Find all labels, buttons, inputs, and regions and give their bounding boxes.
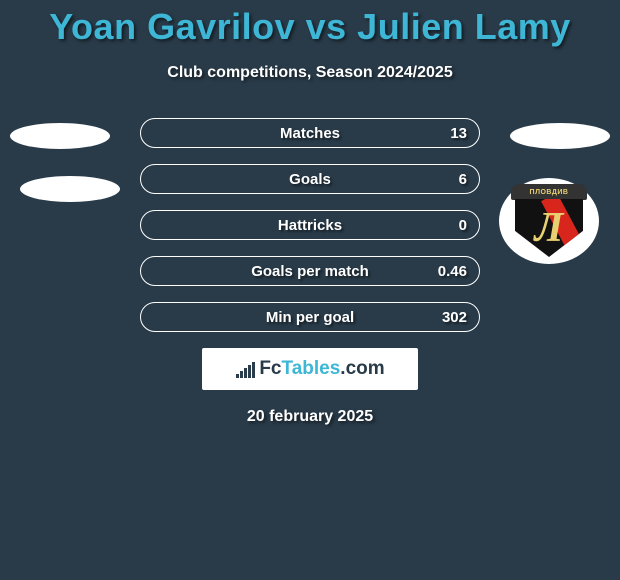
- stat-row: Min per goal 302: [140, 302, 480, 332]
- comparison-date: 20 february 2025: [0, 408, 620, 426]
- comparison-title: Yoan Gavrilov vs Julien Lamy: [0, 0, 620, 48]
- crest-banner-text: ПЛОВДИВ: [511, 184, 587, 200]
- player-left-oval-1: [10, 123, 110, 149]
- crest-shield: Л: [515, 199, 583, 257]
- stat-value-right: 6: [459, 165, 467, 193]
- stat-label: Goals per match: [141, 257, 479, 285]
- stat-label: Matches: [141, 119, 479, 147]
- brand-domain: .com: [340, 358, 384, 379]
- bars-icon: [235, 360, 255, 378]
- stat-value-right: 0: [459, 211, 467, 239]
- stat-row: Goals per match 0.46: [140, 256, 480, 286]
- comparison-subtitle: Club competitions, Season 2024/2025: [0, 64, 620, 82]
- stat-value-right: 302: [442, 303, 467, 331]
- stat-row: Goals 6: [140, 164, 480, 194]
- stat-label: Min per goal: [141, 303, 479, 331]
- player-right-oval-1: [510, 123, 610, 149]
- stat-row: Hattricks 0: [140, 210, 480, 240]
- stat-value-right: 0.46: [438, 257, 467, 285]
- crest-letter: Л: [535, 207, 564, 249]
- player-left-oval-2: [20, 176, 120, 202]
- brand-suffix: Tables: [282, 358, 341, 379]
- brand-box: FcTables.com: [202, 348, 418, 390]
- stat-label: Goals: [141, 165, 479, 193]
- brand-prefix: Fc: [259, 358, 281, 379]
- stat-row: Matches 13: [140, 118, 480, 148]
- club-crest: ПЛОВДИВ Л: [499, 178, 599, 264]
- stat-label: Hattricks: [141, 211, 479, 239]
- brand-text: FcTables.com: [259, 358, 384, 380]
- stat-value-right: 13: [450, 119, 467, 147]
